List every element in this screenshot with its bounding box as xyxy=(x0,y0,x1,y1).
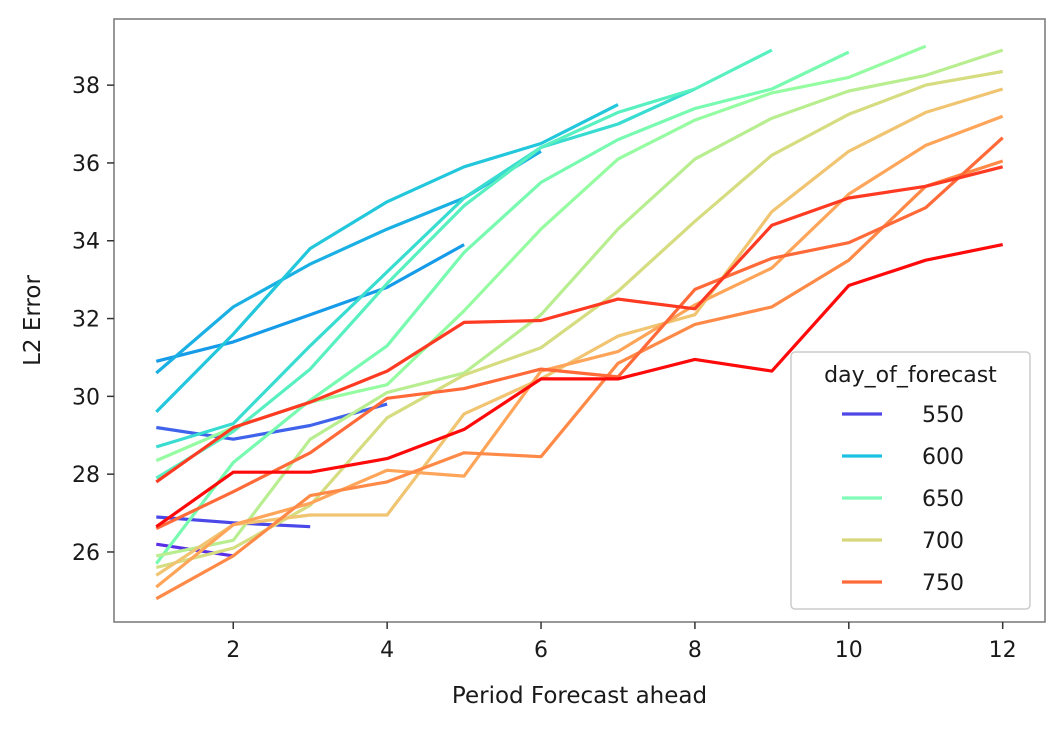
x-tick-label: 12 xyxy=(989,638,1017,663)
x-axis-label: Period Forecast ahead xyxy=(452,683,707,709)
series-line-13 xyxy=(155,87,1004,577)
y-axis-label: L2 Error xyxy=(20,275,46,366)
series-line-17 xyxy=(155,165,1004,484)
series-line-2 xyxy=(156,515,311,529)
series-line-11 xyxy=(155,48,1004,558)
x-tick-label: 10 xyxy=(835,638,863,663)
legend-title: day_of_forecast xyxy=(824,363,997,388)
legend-box xyxy=(790,351,1031,610)
legend-label: 550 xyxy=(922,403,964,428)
y-tick-label: 32 xyxy=(72,308,100,333)
series-line-7 xyxy=(155,87,696,449)
plot-frame xyxy=(113,18,1046,623)
legend: day_of_forecast 550 600 650 700 750 xyxy=(790,351,1031,610)
y-tick-label: 30 xyxy=(72,385,100,410)
x-axis-ticks: 2 4 6 8 10 12 xyxy=(226,622,1017,663)
series-line-12 xyxy=(155,69,1003,570)
legend-label: 650 xyxy=(922,487,964,512)
series-line-9 xyxy=(155,50,850,565)
y-axis-ticks: 26 28 30 32 34 36 38 xyxy=(72,74,114,566)
y-tick-label: 28 xyxy=(72,463,100,488)
legend-entries: 550 600 650 700 750 xyxy=(842,403,964,596)
x-tick-label: 2 xyxy=(226,638,240,663)
series-line-15 xyxy=(155,159,1004,601)
legend-label: 600 xyxy=(922,445,964,470)
series-line-18 xyxy=(155,243,1004,529)
series-line-4 xyxy=(155,243,465,363)
x-tick-label: 4 xyxy=(380,638,394,663)
y-tick-label: 36 xyxy=(72,152,100,177)
x-tick-label: 8 xyxy=(688,638,702,663)
y-tick-label: 38 xyxy=(72,74,100,99)
series-line-16 xyxy=(155,136,1004,531)
y-tick-label: 26 xyxy=(72,541,100,566)
series-layer xyxy=(155,44,1004,601)
series-line-8 xyxy=(155,48,773,480)
y-tick-label: 34 xyxy=(72,230,100,255)
series-line-6 xyxy=(155,103,619,414)
x-tick-label: 6 xyxy=(534,638,548,663)
legend-label: 750 xyxy=(922,571,964,596)
legend-label: 700 xyxy=(922,529,964,554)
